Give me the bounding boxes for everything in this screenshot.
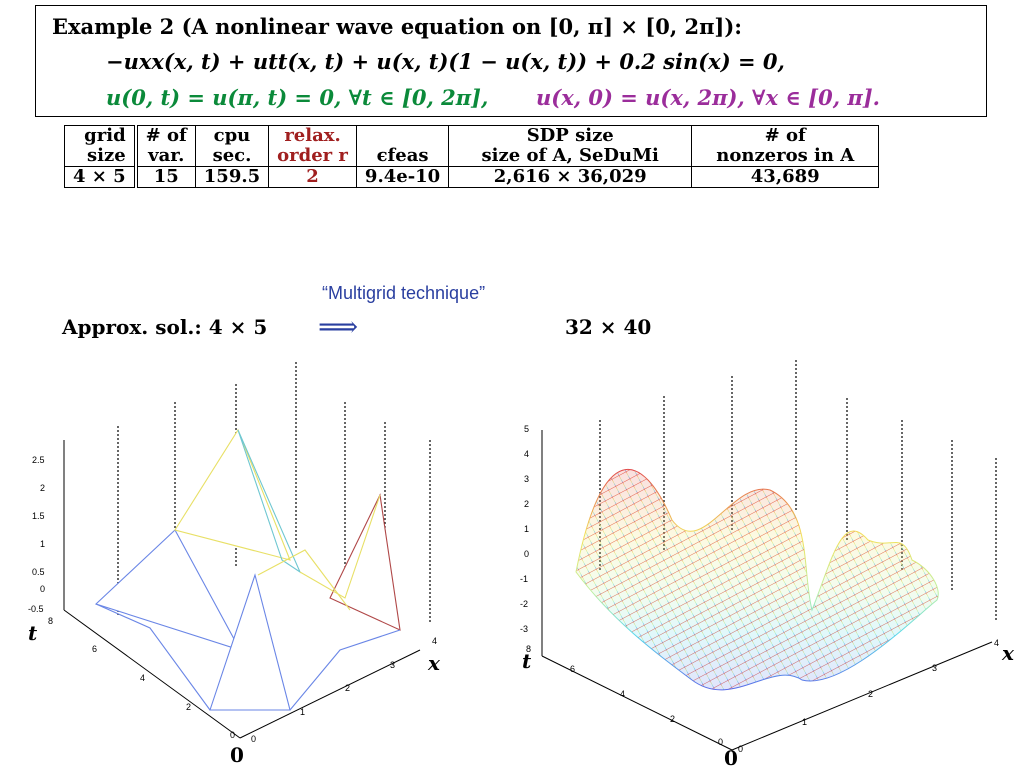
x-tick: 2: [345, 683, 350, 693]
t-axis: [541, 655, 733, 751]
results-table: grid # of cpu relax. SDP size # of size …: [63, 125, 880, 188]
mesh-face: [329, 493, 401, 631]
mesh-edge: [289, 629, 401, 711]
table-cell: 9.4e-10: [355, 166, 450, 188]
table-cell: 159.5: [194, 166, 270, 188]
surface-shade: [576, 469, 939, 690]
x-tick: 2: [868, 689, 873, 699]
table-header-cell: sec.: [194, 146, 270, 167]
t-tick: 6: [570, 664, 575, 674]
table-header-cell: size of A, SeDuMi: [448, 146, 693, 167]
x-tick: 0: [738, 744, 743, 754]
t-tick: 4: [140, 673, 145, 683]
mesh-face: [94, 529, 242, 651]
t-tick: 2: [670, 714, 675, 724]
z-tick: -3: [520, 624, 528, 634]
table-header-cell: [355, 125, 450, 146]
mesh-edge: [95, 603, 211, 711]
table-cell: 2,616 × 36,029: [448, 166, 693, 188]
table-header-row: size var. sec. order r ϵfeas size of A, …: [63, 146, 880, 167]
t-tick: 4: [620, 689, 625, 699]
z-tick: 5: [524, 424, 529, 434]
mesh-face: [174, 428, 291, 561]
example-box: Example 2 (A nonlinear wave equation on …: [35, 5, 987, 117]
table-header-cell: SDP size: [448, 125, 693, 146]
z-tick: 2.5: [32, 455, 45, 465]
z-tick: 4: [524, 449, 529, 459]
mesh-edge: [257, 549, 351, 611]
origin-label: 0: [724, 746, 738, 768]
z-tick: 3: [524, 474, 529, 484]
table-header-cell: # of: [135, 125, 196, 146]
x-tick: 3: [390, 660, 395, 670]
z-tick: 2: [40, 483, 45, 493]
table-header-cell: # of: [691, 125, 880, 146]
x-tick: 1: [300, 707, 305, 717]
x-tick: 4: [432, 636, 437, 646]
table-header-row: grid # of cpu relax. SDP size # of: [63, 125, 880, 146]
periodic-condition: u(x, 0) = u(x, 2π), ∀x ∈ [0, π].: [536, 85, 880, 110]
x-axis-label: x: [1001, 641, 1015, 665]
z-tick: 1: [40, 539, 45, 549]
t-axis-label: t: [28, 621, 38, 645]
arrow-icon: ⟹: [318, 310, 359, 343]
x-tick: 3: [932, 663, 937, 673]
table-header-cell: order r: [268, 146, 357, 167]
z-tick: 1: [524, 524, 529, 534]
right-surface-plot: 5 4 3 2 1 0 -1 -2 -3 8 6 4 2 0 0 1 2 3 4…: [520, 360, 1015, 768]
t-tick: 0: [230, 730, 235, 740]
t-tick: 6: [92, 644, 97, 654]
t-tick: 8: [526, 644, 531, 654]
mesh-edge: [299, 494, 381, 599]
x-axis-label: x: [427, 651, 441, 675]
table-header-cell: relax.: [268, 125, 357, 146]
approx-label: Approx. sol.: 4 × 5: [62, 315, 268, 339]
approx-target: 32 × 40: [565, 315, 652, 339]
origin-label: 0: [230, 743, 244, 767]
x-tick: 4: [994, 638, 999, 648]
table-header-cell: nonzeros in A: [691, 146, 880, 167]
z-tick: -1: [520, 574, 528, 584]
table-header-cell: size: [63, 146, 138, 167]
wave-equation: −uxx(x, t) + utt(x, t) + u(x, t)(1 − u(x…: [106, 49, 785, 74]
z-tick: 0: [524, 549, 529, 559]
z-tick: -0.5: [28, 604, 44, 614]
t-tick: 0: [718, 737, 723, 747]
x-axis: [731, 641, 993, 751]
t-tick: 2: [186, 702, 191, 712]
table-cell: 15: [135, 166, 196, 188]
multigrid-label: “Multigrid technique”: [322, 283, 486, 303]
table-header-cell: var.: [135, 146, 196, 167]
t-axis-label: t: [522, 649, 532, 673]
left-surface-plot: 2.5 2 1.5 1 0.5 0 -0.5 8 6 4 2 0 0 1 2 3…: [28, 362, 441, 767]
table-header-cell: cpu: [194, 125, 270, 146]
table-cell: 43,689: [691, 166, 880, 188]
z-tick: 2: [524, 499, 529, 509]
z-tick: 1.5: [32, 511, 45, 521]
x-tick: 1: [802, 717, 807, 727]
x-tick: 0: [251, 734, 256, 744]
table-cell: 2: [268, 166, 357, 188]
example-title: Example 2 (A nonlinear wave equation on …: [52, 14, 743, 39]
x-axis: [239, 649, 421, 739]
mesh-face: [209, 573, 291, 711]
boundary-condition: u(0, t) = u(π, t) = 0, ∀t ∈ [0, 2π],: [106, 85, 489, 110]
table-header-cell: grid: [63, 125, 138, 146]
z-tick: 0.5: [32, 567, 45, 577]
t-axis: [63, 609, 241, 739]
z-tick: 0: [40, 584, 45, 594]
table-row: 4 × 5 15 159.5 2 9.4e-10 2,616 × 36,029 …: [63, 166, 880, 188]
table-cell: 4 × 5: [63, 166, 138, 188]
mesh-edge: [237, 429, 302, 574]
z-tick: -2: [520, 599, 528, 609]
t-tick: 8: [48, 616, 53, 626]
table-header-cell: ϵfeas: [355, 146, 450, 167]
